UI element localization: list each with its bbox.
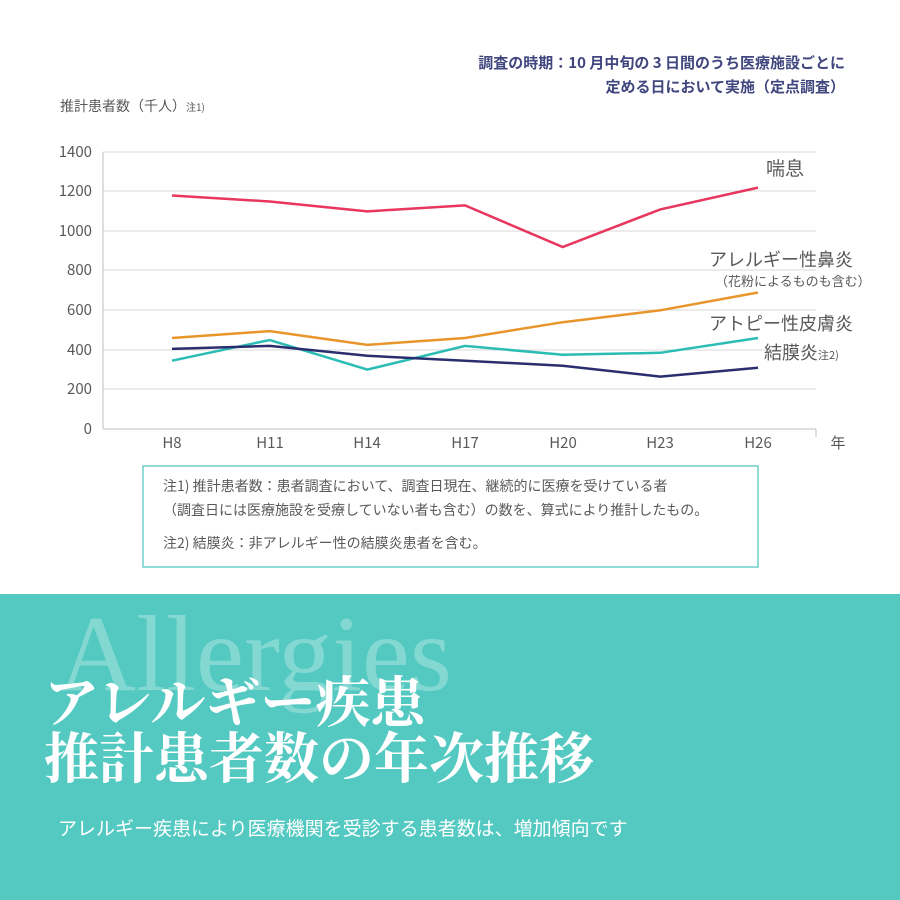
svg-text:調査の時期：10 月中旬の 3 日間のうち医療施設ごとに: 調査の時期：10 月中旬の 3 日間のうち医療施設ごとに	[478, 52, 845, 73]
svg-text:200: 200	[67, 378, 92, 399]
svg-text:年: 年	[830, 432, 845, 453]
svg-text:注1) 推計患者数：患者調査において、調査日現在、継続的に医: 注1) 推計患者数：患者調査において、調査日現在、継続的に医療を受けている者	[163, 476, 668, 496]
svg-text:（花粉によるものも含む）: （花粉によるものも含む）	[715, 271, 871, 290]
svg-text:（調査日には医療施設を受療していない者も含む）の数を、算式に: （調査日には医療施設を受療していない者も含む）の数を、算式により推計したもの。	[163, 500, 708, 520]
svg-text:推計患者数（千人）注1): 推計患者数（千人）注1)	[60, 96, 205, 116]
svg-text:600: 600	[67, 299, 92, 320]
svg-text:定める日において実施（定点調査）: 定める日において実施（定点調査）	[605, 76, 845, 97]
svg-text:H26: H26	[744, 432, 772, 453]
svg-text:推計患者数の年次推移: 推計患者数の年次推移	[44, 715, 594, 794]
svg-text:800: 800	[67, 259, 92, 280]
svg-text:アレルギー疾患により医療機関を受診する患者数は、増加傾向です: アレルギー疾患により医療機関を受診する患者数は、増加傾向です	[58, 814, 628, 841]
svg-text:H8: H8	[162, 432, 181, 453]
svg-text:アレルギー性鼻炎: アレルギー性鼻炎	[709, 246, 853, 272]
svg-text:アトピー性皮膚炎: アトピー性皮膚炎	[709, 310, 853, 336]
svg-text:H17: H17	[451, 432, 479, 453]
svg-text:H23: H23	[646, 432, 674, 453]
svg-text:H14: H14	[353, 432, 381, 453]
svg-text:1400: 1400	[59, 141, 92, 162]
svg-text:H20: H20	[549, 432, 577, 453]
svg-text:注2) 結膜炎：非アレルギー性の結膜炎患者を含む。: 注2) 結膜炎：非アレルギー性の結膜炎患者を含む。	[163, 533, 487, 553]
svg-text:喘息: 喘息	[766, 154, 804, 181]
svg-text:1000: 1000	[59, 220, 92, 241]
svg-text:0: 0	[84, 418, 92, 439]
svg-text:1200: 1200	[59, 180, 92, 201]
svg-text:400: 400	[67, 339, 92, 360]
svg-text:結膜炎注2): 結膜炎注2)	[764, 339, 839, 365]
svg-text:H11: H11	[256, 432, 284, 453]
